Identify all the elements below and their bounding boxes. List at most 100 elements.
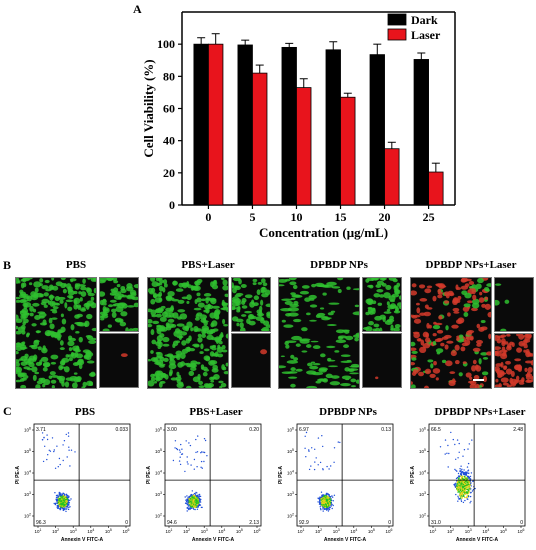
y-tick-label: 20 bbox=[163, 166, 175, 180]
dead-stain-micrograph bbox=[231, 333, 271, 388]
flow-x-tick-label: 101 bbox=[166, 528, 173, 534]
live-stain-micrograph-cells bbox=[363, 278, 401, 331]
live-stain-micrograph bbox=[99, 277, 139, 332]
micrograph-title: DPBDP NPs+Laser bbox=[425, 259, 517, 271]
flow-y-tick-label: 106 bbox=[287, 427, 294, 433]
bar-dark-5 bbox=[237, 44, 253, 206]
live-stain-micrograph-cells bbox=[495, 283, 510, 331]
x-tick-label: 25 bbox=[423, 210, 435, 224]
flow-x-tick-label: 105 bbox=[368, 528, 375, 534]
scale-bar bbox=[473, 379, 484, 381]
legend-label-dark: Dark bbox=[411, 13, 438, 27]
flow-y-tick-label: 103 bbox=[155, 491, 162, 497]
flow-y-axis-label: PI PE-A bbox=[15, 466, 21, 484]
quadrant-lower-left-value: 94.6 bbox=[167, 520, 177, 526]
micrograph-title: PBS+Laser bbox=[181, 259, 235, 271]
x-axis-label: Concentration (μg/mL) bbox=[259, 225, 388, 240]
merged-micrograph bbox=[147, 277, 229, 389]
flow-plot-title: PBS+Laser bbox=[189, 406, 243, 418]
flow-x-tick-label: 104 bbox=[350, 528, 357, 534]
flow-x-tick-label: 102 bbox=[447, 528, 454, 534]
legend-swatch-laser bbox=[387, 28, 407, 41]
quadrant-upper-left-value: 6.97 bbox=[299, 427, 309, 433]
x-tick-label: 0 bbox=[205, 210, 211, 224]
flow-plot-title: DPBDP NPs+Laser bbox=[434, 406, 526, 418]
quadrant-upper-right-value: 0.033 bbox=[115, 427, 128, 433]
flow-y-tick-label: 105 bbox=[419, 448, 426, 454]
bar-dark-25 bbox=[413, 59, 429, 206]
flow-plot: 3.71 0.033 96.3 0 101 102 103 104 105 106 102 103 10… bbox=[15, 423, 131, 543]
flow-x-tick-label: 106 bbox=[254, 528, 261, 534]
flow-x-tick-label: 101 bbox=[298, 528, 305, 534]
cell-viability-bar-chart: 0 20 40 60 80 100 0 5 10 15 20 25 Concentration (μg/… bbox=[141, 11, 456, 240]
flow-x-tick-label: 106 bbox=[386, 528, 393, 534]
flow-plot-frame bbox=[428, 423, 526, 527]
flow-y-tick-label: 103 bbox=[24, 491, 31, 497]
flow-x-tick-label: 106 bbox=[518, 528, 525, 534]
quadrant-lower-left-value: 96.3 bbox=[36, 520, 46, 526]
y-axis-label: Cell Viability (%) bbox=[141, 59, 156, 157]
flow-y-tick-label: 104 bbox=[24, 470, 31, 476]
flow-x-tick-label: 102 bbox=[183, 528, 190, 534]
live-stain-micrograph bbox=[494, 277, 534, 332]
flow-y-tick-label: 105 bbox=[24, 448, 31, 454]
merged-micrograph bbox=[15, 277, 97, 389]
flow-x-tick-label: 101 bbox=[35, 528, 42, 534]
x-tick-label: 5 bbox=[249, 210, 255, 224]
flow-x-tick-label: 105 bbox=[236, 528, 243, 534]
flow-x-tick-label: 106 bbox=[123, 528, 130, 534]
quadrant-upper-left-value: 3.00 bbox=[167, 427, 177, 433]
live-stain-micrograph-cells bbox=[100, 278, 138, 331]
bar-laser-10 bbox=[296, 87, 312, 206]
y-tick-label: 100 bbox=[157, 37, 175, 51]
quadrant-lower-left-value: 31.0 bbox=[431, 520, 441, 526]
legend-label-laser: Laser bbox=[411, 28, 441, 42]
flow-plot-frame bbox=[33, 423, 131, 527]
flow-x-axis-label: Annexin V FITC-A bbox=[61, 537, 104, 543]
flow-x-axis-label: Annexin V FITC-A bbox=[324, 537, 367, 543]
panel-letter-a: A bbox=[133, 2, 142, 16]
dead-stain-micrograph bbox=[494, 333, 534, 388]
flow-y-tick-label: 105 bbox=[287, 448, 294, 454]
bar-dark-10 bbox=[281, 46, 297, 206]
micrograph-title: PBS bbox=[65, 259, 87, 271]
bar-laser-0 bbox=[208, 43, 224, 206]
panel-letter-b: B bbox=[3, 258, 12, 272]
flow-y-tick-label: 104 bbox=[419, 470, 426, 476]
merged-micrograph-cells bbox=[411, 278, 491, 388]
flow-y-axis-label: PI PE-A bbox=[410, 466, 416, 484]
bar-laser-20 bbox=[384, 148, 400, 206]
merged-micrograph bbox=[278, 277, 360, 389]
flow-y-tick-label: 103 bbox=[419, 491, 426, 497]
legend-swatch-dark bbox=[387, 13, 407, 26]
flow-y-tick-label: 104 bbox=[287, 470, 294, 476]
dead-stain-micrograph-cells bbox=[120, 353, 128, 357]
flow-plot-frame bbox=[164, 423, 262, 527]
bar-laser-15 bbox=[340, 96, 356, 206]
quadrant-lower-right-value: 2.13 bbox=[249, 520, 259, 526]
flow-plot-title: DPBDP NPs bbox=[319, 406, 377, 418]
y-tick-label: 0 bbox=[169, 198, 175, 212]
quadrant-lower-right-value: 0 bbox=[388, 520, 391, 526]
micrograph-title: DPBDP NPs bbox=[310, 259, 368, 271]
live-stain-micrograph-cells bbox=[232, 278, 270, 331]
flow-plot: 3.00 0.20 94.6 2.13 101 102 103 104 105 106 102 103… bbox=[146, 423, 262, 543]
flow-y-tick-label: 103 bbox=[287, 491, 294, 497]
flow-x-tick-label: 103 bbox=[333, 528, 340, 534]
flow-y-tick-label: 102 bbox=[24, 513, 31, 519]
flow-y-tick-label: 105 bbox=[155, 448, 162, 454]
flow-x-tick-label: 103 bbox=[70, 528, 77, 534]
y-tick-label: 40 bbox=[163, 134, 175, 148]
flow-x-tick-label: 105 bbox=[500, 528, 507, 534]
y-tick-label: 80 bbox=[163, 69, 175, 83]
dead-stain-micrograph-cells bbox=[260, 349, 268, 355]
dead-stain-micrograph bbox=[99, 333, 139, 388]
panel-letter-c: C bbox=[3, 404, 12, 418]
flow-y-tick-label: 104 bbox=[155, 470, 162, 476]
flow-y-tick-label: 106 bbox=[419, 427, 426, 433]
quadrant-upper-left-value: 3.71 bbox=[36, 427, 46, 433]
quadrant-lower-right-value: 0 bbox=[125, 520, 128, 526]
flow-x-tick-label: 104 bbox=[87, 528, 94, 534]
flow-y-tick-label: 106 bbox=[24, 427, 31, 433]
flow-plot-title: PBS bbox=[74, 406, 96, 418]
